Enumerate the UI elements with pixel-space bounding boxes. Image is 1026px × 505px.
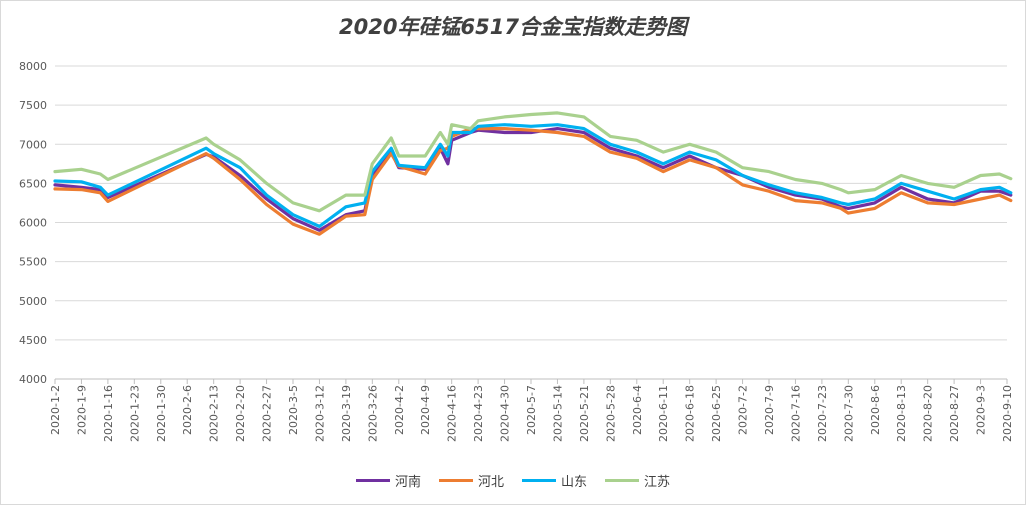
y-tick-label: 6000 bbox=[19, 217, 47, 230]
x-tick-label: 2020-2-6 bbox=[181, 385, 194, 435]
x-tick-label: 2020-7-16 bbox=[789, 385, 802, 442]
y-tick-label: 5000 bbox=[19, 295, 47, 308]
x-tick-label: 2020-8-27 bbox=[948, 385, 961, 442]
legend-swatch bbox=[355, 479, 390, 482]
x-tick-label: 2020-4-9 bbox=[419, 385, 432, 435]
x-tick-label: 2020-3-5 bbox=[287, 385, 300, 435]
x-tick-label: 2020-8-6 bbox=[869, 385, 882, 435]
y-tick-label: 4000 bbox=[19, 373, 47, 386]
x-tick-label: 2020-5-28 bbox=[604, 385, 617, 442]
x-tick-label: 2020-6-11 bbox=[657, 385, 670, 442]
legend-swatch bbox=[438, 479, 473, 482]
x-tick-label: 2020-6-25 bbox=[710, 385, 723, 442]
chart-title: 2020年硅锰6517合金宝指数走势图 bbox=[339, 15, 687, 39]
x-tick-label: 2020-5-21 bbox=[578, 385, 591, 442]
x-tick-label: 2020-3-12 bbox=[313, 385, 326, 442]
x-tick-label: 2020-7-2 bbox=[737, 385, 750, 435]
x-tick-label: 2020-1-16 bbox=[102, 385, 115, 442]
x-tick-label: 2020-5-14 bbox=[551, 385, 564, 442]
x-tick-label: 2020-3-19 bbox=[340, 385, 353, 442]
x-tick-label: 2020-1-9 bbox=[75, 385, 88, 435]
legend-label: 河北 bbox=[477, 475, 504, 490]
x-tick-label: 2020-1-2 bbox=[49, 385, 62, 435]
x-tick-label: 2020-8-13 bbox=[895, 385, 908, 442]
legend-item: 山东 bbox=[522, 471, 587, 490]
series-line-河北 bbox=[53, 126, 1013, 236]
y-tick-label: 6500 bbox=[19, 177, 47, 190]
x-tick-label: 2020-5-7 bbox=[525, 385, 538, 435]
x-tick-label: 2020-6-4 bbox=[631, 385, 644, 435]
y-tick-label: 8000 bbox=[19, 60, 47, 73]
legend: 河南 河北 山东 江苏 bbox=[1, 471, 1025, 490]
legend-swatch bbox=[605, 479, 640, 482]
x-tick-label: 2020-4-16 bbox=[446, 385, 459, 442]
y-tick-label: 5500 bbox=[19, 256, 47, 269]
x-tick-label: 2020-6-18 bbox=[684, 385, 697, 442]
x-tick-label: 2020-3-26 bbox=[366, 385, 379, 442]
x-tick-label: 2020-4-2 bbox=[393, 385, 406, 435]
x-tick-label: 2020-2-13 bbox=[208, 385, 221, 442]
y-tick-label: 4500 bbox=[19, 334, 47, 347]
x-tick-label: 2020-1-30 bbox=[155, 385, 168, 442]
legend-label: 江苏 bbox=[644, 475, 671, 490]
x-tick-label: 2020-7-30 bbox=[842, 385, 855, 442]
legend-swatch bbox=[522, 479, 556, 482]
x-tick-label: 2020-1-23 bbox=[128, 385, 141, 442]
x-tick-label: 2020-7-23 bbox=[816, 385, 829, 442]
x-tick-label: 2020-8-20 bbox=[922, 385, 935, 442]
legend-item: 河北 bbox=[438, 471, 504, 490]
x-tick-label: 2020-7-9 bbox=[763, 385, 776, 435]
x-tick-label: 2020-9-3 bbox=[975, 385, 988, 435]
x-tick-label: 2020-2-27 bbox=[261, 385, 274, 442]
series-line-山东 bbox=[53, 123, 1013, 228]
legend-label: 河南 bbox=[394, 475, 421, 490]
legend-item: 河南 bbox=[355, 471, 421, 490]
x-tick-label: 2020-4-30 bbox=[499, 385, 512, 442]
legend-label: 山东 bbox=[561, 475, 588, 490]
x-tick-label: 2020-2-20 bbox=[234, 385, 247, 442]
series-line-河南 bbox=[53, 126, 1013, 232]
legend-item: 江苏 bbox=[605, 471, 670, 490]
x-tick-label: 2020-9-10 bbox=[1001, 385, 1014, 442]
y-tick-label: 7500 bbox=[19, 99, 47, 112]
x-tick-label: 2020-4-23 bbox=[472, 385, 485, 442]
series-line-江苏 bbox=[53, 111, 1013, 213]
y-tick-label: 7000 bbox=[19, 138, 47, 151]
